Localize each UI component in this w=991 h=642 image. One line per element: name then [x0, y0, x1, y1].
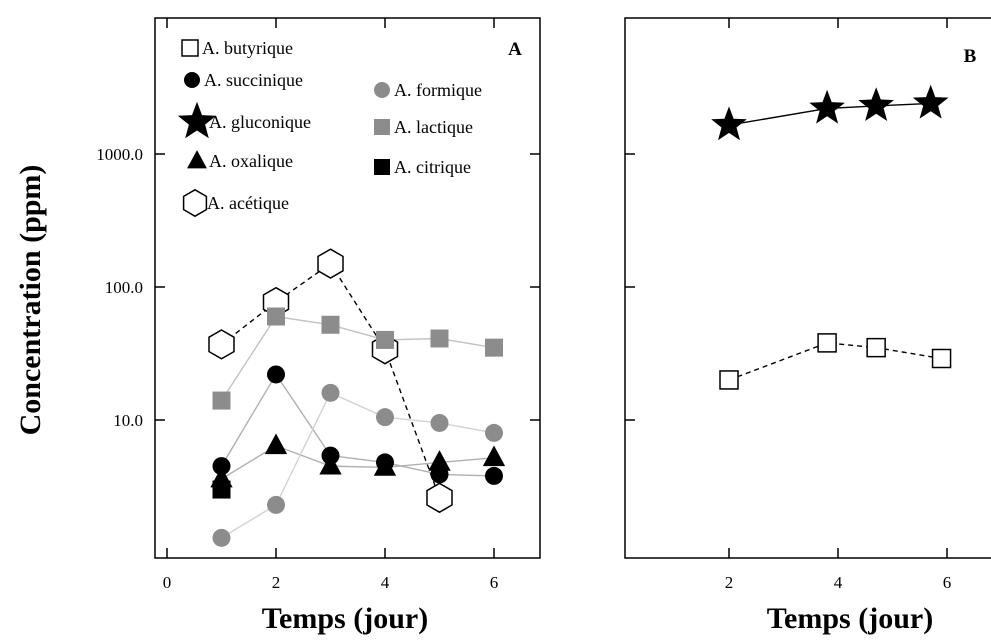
point-a-formique	[321, 383, 340, 402]
panel-a: A 0 2 4 6 10.0 100.0 1000.0 A. butyrique A. suc…	[96, 17, 541, 635]
legend-item-a-formique: A. formique	[374, 80, 482, 100]
legend-item-a-acetique: A. acétique	[182, 188, 289, 218]
panel-a-ticks: 0 2 4 6 10.0 100.0 1000.0	[96, 18, 540, 592]
legend-marker-a-acetique	[182, 188, 208, 218]
legend-marker-a-gluconique	[177, 101, 217, 139]
point-a-oxalique	[264, 433, 288, 455]
legend-item-a-butyrique: A. butyrique	[181, 38, 293, 58]
point-a-succinique	[485, 466, 503, 485]
point-a-succinique	[267, 365, 285, 384]
legend-label: A. succinique	[204, 70, 303, 90]
point-a-oxalique	[319, 453, 342, 475]
panel-a-lines	[220, 262, 495, 539]
point-a-butyrique	[866, 337, 886, 358]
x-tick-label: 2	[725, 573, 734, 592]
point-a-acetique	[208, 329, 235, 360]
y-tick-label: 10.0	[113, 411, 143, 430]
series-line-a-formique	[221, 391, 495, 539]
y-axis-title: Concentration (ppm)	[14, 165, 47, 436]
legend-item-a-gluconique: A. gluconique	[177, 101, 311, 139]
panel-a-frame	[154, 17, 541, 559]
series-line-a-butyrique	[728, 342, 942, 381]
series-line-a-gluconique	[728, 102, 931, 126]
legend-label: A. oxalique	[209, 151, 293, 171]
point-a-gluconique	[858, 87, 894, 121]
point-a-butyrique	[817, 333, 837, 353]
legend-marker-a-lactique	[374, 119, 390, 135]
point-a-oxalique	[428, 450, 451, 471]
x-tick-label: 2	[272, 573, 281, 592]
panel-a-marks	[208, 248, 506, 547]
legend-label: A. gluconique	[209, 112, 311, 132]
legend-item-a-lactique: A. lactique	[374, 117, 473, 137]
legend-item-a-oxalique: A. oxalique	[187, 150, 293, 171]
x-tick-label: 0	[163, 573, 172, 592]
point-a-butyrique	[931, 348, 952, 369]
legend-label: A. citrique	[394, 157, 471, 177]
point-a-acetique	[317, 248, 344, 279]
y-tick-label: 100.0	[105, 278, 143, 297]
x-tick-label: 4	[834, 573, 843, 592]
panel-b-frame	[624, 17, 991, 559]
x-tick-label: 6	[490, 573, 499, 592]
legend-label: A. formique	[394, 80, 482, 100]
legend-item-a-succinique: A. succinique	[184, 70, 303, 90]
point-a-lactique	[430, 329, 449, 348]
legend-label: A. butyrique	[202, 38, 293, 58]
panel-a-label: A	[508, 39, 522, 60]
series-line-a-oxalique	[221, 445, 495, 480]
panel-b-x-axis-title: Temps (jour)	[767, 602, 933, 635]
point-a-oxalique	[373, 455, 397, 476]
legend: A. butyrique A. succinique A. gluconique A.…	[177, 38, 482, 218]
point-a-formique	[267, 495, 285, 514]
point-a-lactique	[376, 330, 394, 349]
x-tick-label: 6	[943, 573, 952, 592]
y-tick-label: 1000.0	[96, 145, 143, 164]
legend-marker-a-citrique	[374, 159, 390, 175]
point-a-gluconique	[711, 106, 747, 141]
panel-b-lines	[728, 102, 942, 381]
series-line-a-lactique	[220, 315, 495, 401]
point-a-gluconique	[809, 89, 845, 124]
point-a-succinique	[212, 457, 231, 476]
point-a-lactique	[212, 391, 231, 410]
point-a-acetique	[426, 482, 453, 514]
series-line-a-succinique	[220, 373, 495, 477]
legend-label: A. lactique	[394, 117, 473, 137]
panel-b-ticks: 2 4 6	[625, 18, 951, 592]
point-a-citrique	[212, 480, 231, 499]
point-a-lactique	[321, 315, 340, 334]
legend-marker-a-butyrique	[181, 39, 199, 57]
point-a-formique	[376, 408, 394, 427]
legend-marker-a-oxalique	[187, 150, 207, 169]
point-a-formique	[485, 423, 503, 442]
legend-label: A. acétique	[207, 193, 289, 213]
point-a-oxalique	[482, 445, 506, 467]
panel-b-marks	[711, 84, 952, 390]
point-a-butyrique	[719, 370, 739, 390]
panel-b: B 2 4 6 Temps (jour)	[624, 17, 991, 635]
x-tick-label: 4	[381, 573, 390, 592]
point-a-lactique	[267, 307, 285, 326]
panel-b-label: B	[964, 46, 977, 67]
legend-marker-a-succinique	[184, 72, 200, 88]
point-a-gluconique	[912, 84, 949, 119]
point-a-lactique	[485, 338, 503, 357]
point-a-formique	[430, 413, 449, 432]
panel-a-x-axis-title: Temps (jour)	[262, 602, 428, 635]
legend-item-a-citrique: A. citrique	[374, 157, 471, 177]
point-a-formique	[212, 528, 231, 547]
legend-marker-a-formique	[374, 82, 390, 98]
